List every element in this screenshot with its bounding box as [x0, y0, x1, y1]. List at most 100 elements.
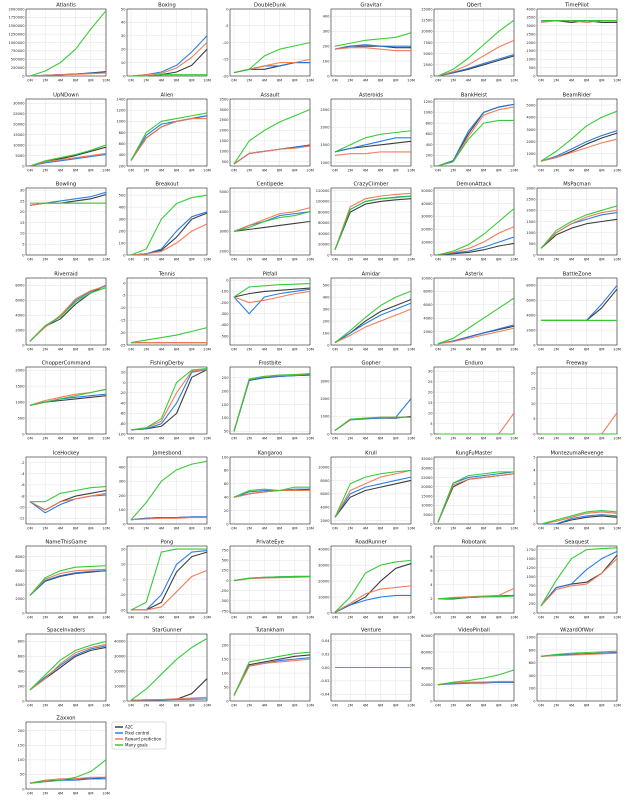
- y-tick-label: 5000: [423, 513, 433, 517]
- y-tick-label: 25000: [13, 112, 25, 116]
- x-tick-label: 10M: [407, 616, 415, 620]
- subplot-jamesbond: Jamesbond 0M 2M 4M 6M 8M 10M 0 100 200 300 400: [119, 451, 211, 531]
- x-tick-label: 6M: [73, 792, 78, 796]
- y-tick-label: 0: [327, 432, 330, 436]
- x-tick-label: 6M: [174, 437, 179, 441]
- x-tick-label: 8M: [496, 527, 501, 531]
- x-tick-label: 4M: [466, 169, 471, 173]
- x-tick-label: 2M: [247, 437, 252, 441]
- x-tick-label: 8M: [292, 616, 297, 620]
- x-tick-label: 8M: [599, 169, 604, 173]
- y-tick-label: 200: [222, 643, 230, 647]
- series-line-reward-prediction: [29, 72, 107, 77]
- y-tick-label: 60: [224, 482, 229, 486]
- axes-frame: [433, 456, 515, 525]
- series-line-pixel-control: [233, 374, 311, 432]
- y-tick-label: 1000: [526, 231, 536, 235]
- x-tick-label: 6M: [73, 348, 78, 352]
- y-tick-label: 400: [323, 295, 331, 299]
- x-tick-label: 6M: [584, 437, 589, 441]
- x-tick-label: 0M: [231, 348, 236, 352]
- series-line-many-goals: [437, 119, 514, 167]
- x-tick-label: 0M: [128, 527, 133, 531]
- x-tick-label: 2M: [247, 616, 252, 620]
- x-tick-label: 2M: [144, 437, 149, 441]
- y-tick-label: 15: [531, 387, 536, 391]
- y-tick-label: 1500: [526, 49, 536, 53]
- y-tick-label: 400: [119, 153, 127, 157]
- axes-frame: [126, 456, 208, 525]
- y-tick-label: 600: [18, 655, 26, 659]
- x-tick-label: 0M: [128, 348, 133, 352]
- axes-frame: [433, 8, 515, 77]
- x-tick-label: 4M: [363, 79, 368, 83]
- subplot-title: Gravitar: [360, 3, 382, 9]
- x-tick-label: 4M: [363, 169, 368, 173]
- y-tick-label: -25: [120, 343, 126, 347]
- series-line-many-goals: [29, 640, 107, 691]
- y-tick-label: 0.00: [321, 666, 330, 670]
- x-tick-label: 4M: [159, 79, 164, 83]
- axes-frame: [330, 456, 412, 525]
- x-tick-label: 2M: [43, 79, 48, 83]
- x-tick-label: 6M: [481, 348, 486, 352]
- subplot-title: Tutankham: [255, 628, 285, 634]
- y-tick-label: 40000: [318, 547, 330, 551]
- y-tick-label: 2000: [219, 249, 229, 253]
- x-tick-label: 8M: [393, 437, 398, 441]
- series-line-many-goals: [334, 130, 412, 153]
- x-tick-label: 0M: [538, 258, 543, 262]
- series-line-reward-prediction: [233, 489, 310, 498]
- x-tick-label: 2M: [451, 348, 456, 352]
- x-tick-label: 6M: [584, 169, 589, 173]
- series-line-many-goals: [130, 327, 208, 344]
- y-tick-label: 2000: [320, 397, 330, 401]
- x-tick-label: 2M: [144, 348, 149, 352]
- y-tick-label: 2000: [526, 328, 536, 332]
- y-tick-label: 5: [533, 417, 535, 421]
- x-tick-label: 6M: [584, 704, 589, 708]
- x-tick-label: 10M: [102, 169, 110, 173]
- subplot-title: KungFuMaster: [456, 451, 494, 457]
- x-tick-label: 6M: [378, 616, 383, 620]
- y-tick-label: -15: [223, 58, 229, 62]
- series-line-reward-prediction: [29, 643, 107, 691]
- x-tick-label: 4M: [159, 348, 164, 352]
- axes-frame: [330, 545, 412, 614]
- y-tick-label: 2000: [320, 519, 330, 523]
- axes-frame: [330, 187, 412, 256]
- y-tick-label: 5: [22, 242, 24, 246]
- legend-label: Reward prediction: [125, 736, 162, 741]
- y-tick-label: 120000: [316, 189, 330, 193]
- x-tick-label: 0M: [27, 437, 32, 441]
- axes-frame: [433, 98, 515, 167]
- subplot-choppercommand: ChopperCommand 0M 2M 4M 6M 8M 10M 0 500 1000 1500 2…: [15, 361, 110, 441]
- series-line-reward-prediction: [437, 39, 515, 77]
- x-tick-label: 10M: [613, 258, 621, 262]
- y-tick-label: 250000: [11, 66, 25, 70]
- x-tick-label: 0M: [435, 348, 440, 352]
- y-tick-label: 10: [531, 402, 536, 406]
- y-tick-label: 5000: [219, 190, 229, 194]
- axes-frame: [126, 545, 208, 614]
- subplot-title: SpaceInvaders: [47, 628, 85, 634]
- x-tick-label: 10M: [203, 348, 211, 352]
- x-tick-label: 0M: [332, 79, 337, 83]
- x-tick-label: 6M: [73, 169, 78, 173]
- y-tick-label: 1750000: [8, 16, 25, 20]
- y-tick-label: 4000: [320, 506, 330, 510]
- x-tick-label: 0M: [538, 527, 543, 531]
- series-line-many-goals: [437, 471, 514, 523]
- subplot-title: BankHeist: [461, 93, 487, 99]
- y-tick-label: 35000: [421, 457, 433, 461]
- y-tick-label: 2500: [320, 108, 330, 112]
- x-tick-label: 8M: [599, 616, 604, 620]
- x-tick-label: 4M: [262, 527, 267, 531]
- x-tick-label: 4M: [466, 527, 471, 531]
- y-tick-label: 300: [119, 480, 127, 484]
- subplot-title: CrazyClimber: [354, 182, 390, 188]
- y-tick-label: 2500: [526, 197, 536, 201]
- series-line-reward-prediction: [540, 138, 618, 162]
- subplot-doubledunk: DoubleDunk 0M 2M 4M 6M 8M 10M -20 -15 -10 -5 0: [223, 3, 314, 83]
- x-tick-label: 6M: [481, 79, 486, 83]
